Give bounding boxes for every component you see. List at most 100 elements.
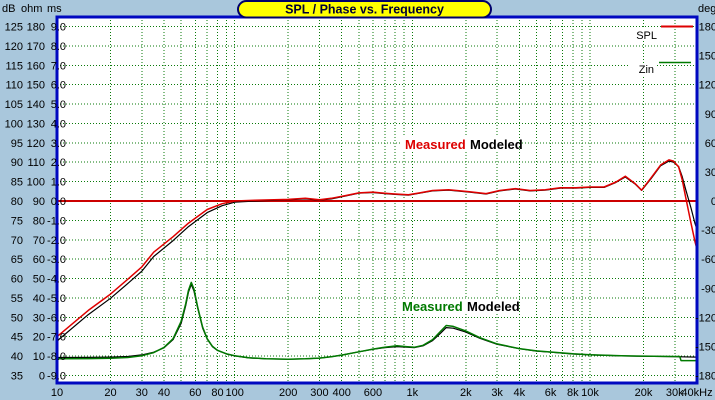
tick-ms: -2.0 [47,235,66,247]
curves [56,159,698,362]
tick-deg: -90 [701,283,715,295]
tick-ohm: 90 [33,196,45,208]
tick-ms: -5.0 [47,293,66,305]
tick-ms: 3.0 [51,138,66,150]
tick-db: 40 [11,351,23,363]
tick-ms: -7.0 [47,332,66,344]
tick-db: 70 [11,235,23,247]
tick-deg: 0 [711,196,715,208]
right-axis-deg-labels: deg 180 150 120 90 60 30 0 -30 -60 -90 -120 -150 -18… [695,3,715,383]
tick-deg: 90 [705,109,715,121]
tick-frequency: 60 [189,387,201,399]
tick-db: 110 [5,80,23,92]
legend-item-zin[interactable]: Zin [629,61,691,77]
tick-ms: -3.0 [47,254,66,266]
tick-ms: 0.0 [51,196,66,208]
curve-zin-measured [56,281,698,362]
tick-ohm: 160 [27,60,45,72]
tick-frequency: 40kHz [681,387,712,399]
x-axis-tick-labels: 10 20 30 40 60 80 100 200 300 400 600 1k 2k 3k 4k 6k 8k 1… [51,387,713,399]
spl-measured-label: Measured [405,137,466,152]
tick-frequency: 100 [225,387,243,399]
tick-deg: 60 [705,138,715,150]
tick-deg: 180 [699,22,715,34]
tick-frequency: 6k [545,387,557,399]
tick-frequency: 8k [567,387,579,399]
tick-db: 105 [5,99,23,111]
tick-db: 80 [11,196,23,208]
legend-zin-label: Zin [639,64,654,76]
tick-ohm: 110 [27,157,45,169]
curve-spl-measured [56,159,698,338]
tick-db: 55 [11,293,23,305]
tick-db: 120 [5,41,23,53]
tick-deg: 150 [699,51,715,63]
legend-item-spl[interactable]: SPL [625,25,693,43]
spl-modeled-label: Modeled [470,137,523,152]
tick-ohm: 130 [27,118,45,130]
tick-db: 65 [11,254,23,266]
tick-ms: 6.0 [51,80,66,92]
spl-fit-labels-bg [402,137,519,152]
spl-fit-labels: Measured Modeled [402,137,523,152]
tick-deg: -150 [695,341,715,353]
tick-frequency: 10 [51,387,63,399]
tick-ms: 8.0 [51,41,66,53]
tick-deg: -120 [695,312,715,324]
tick-ms: 5.0 [51,99,66,111]
tick-ohm: 50 [33,274,45,286]
tick-db: 75 [11,215,23,227]
tick-frequency: 300 [310,387,328,399]
tick-ohm: 60 [33,254,45,266]
tick-db: 95 [11,138,23,150]
left-axis-headers: dB ohm ms [2,3,62,15]
tick-frequency: 80 [211,387,223,399]
tick-ohm: 40 [33,293,45,305]
tick-db: 125 [5,22,23,34]
tick-ohm: 10 [33,351,45,363]
tick-frequency: 20 [104,387,116,399]
left-axis-header-ohm: ohm [21,3,42,15]
zin-modeled-label: Modeled [467,299,520,314]
right-axis-header-deg: deg [698,3,715,15]
tick-ohm: 0 [39,371,45,383]
tick-frequency: 200 [279,387,297,399]
tick-frequency: 1k [407,387,419,399]
tick-ms: -6.0 [47,312,66,324]
tick-ms: -4.0 [47,274,66,286]
tick-ms: -8.0 [47,351,66,363]
tick-ms: -1.0 [47,215,66,227]
tick-db: 115 [5,60,23,72]
tick-frequency: 30k [666,387,684,399]
tick-db: 35 [11,371,23,383]
tick-deg: 30 [705,167,715,179]
tick-frequency: 30 [136,387,148,399]
tick-deg: -180 [695,371,715,383]
tick-ohm: 120 [27,138,45,150]
tick-ohm: 30 [33,312,45,324]
tick-ohm: 20 [33,332,45,344]
tick-ohm: 140 [27,99,45,111]
tick-deg: -60 [701,254,715,266]
tick-db: 60 [11,274,23,286]
tick-deg: 120 [699,80,715,92]
left-axis-header-ms: ms [47,3,62,15]
zin-fit-labels-bg [399,299,516,314]
graph-title: SPL / Phase vs. Frequency [237,0,492,19]
tick-db: 85 [11,177,23,189]
tick-ohm: 180 [27,22,45,34]
legend-spl-label: SPL [636,30,657,42]
tick-frequency: 600 [364,387,382,399]
title-pill [237,0,492,19]
tick-ohm: 170 [27,41,45,53]
left-axis-tick-labels: 1251201151101051009590858075706560555045… [5,22,66,383]
tick-ms: 4.0 [51,118,66,130]
tick-frequency: 40 [158,387,170,399]
tick-ohm: 150 [27,80,45,92]
tick-frequency: 10k [581,387,599,399]
title-text: SPL / Phase vs. Frequency [285,3,444,17]
tick-db: 90 [11,157,23,169]
tick-frequency: 3k [491,387,503,399]
left-axis-header-db: dB [2,3,15,15]
